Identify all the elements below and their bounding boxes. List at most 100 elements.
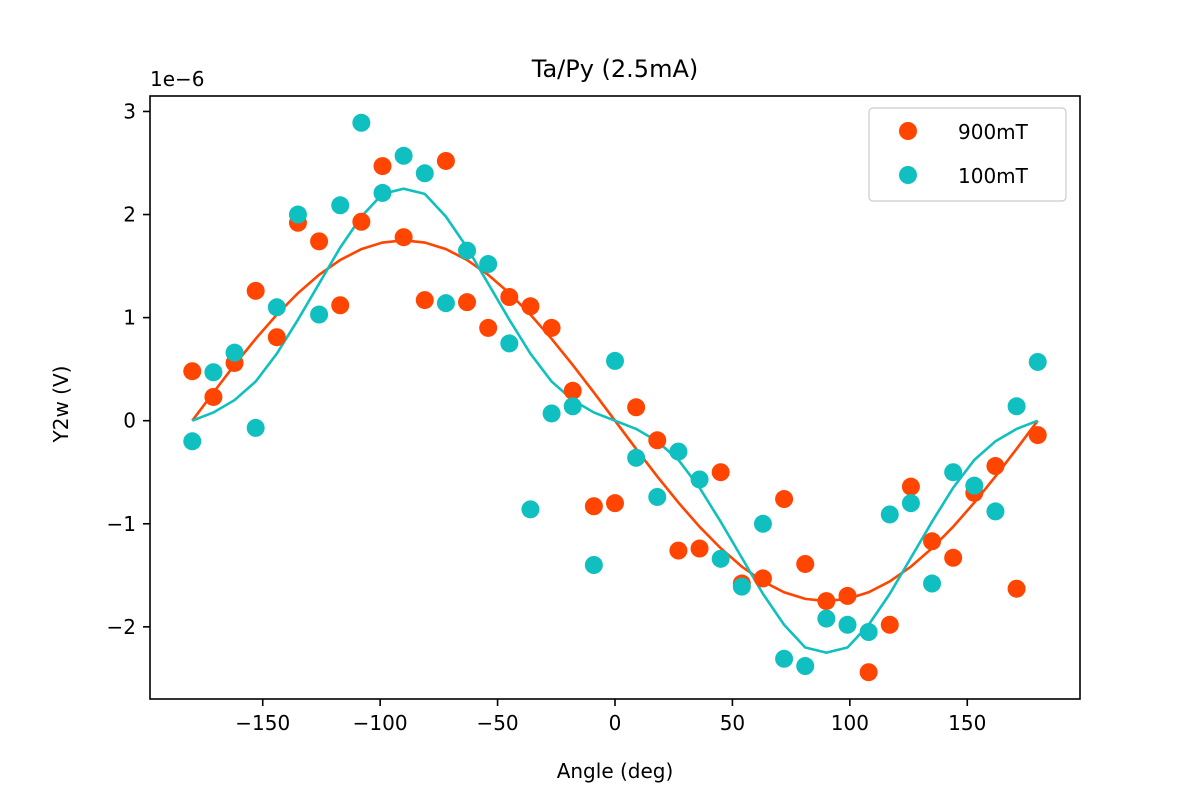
y-tick-label: 1 bbox=[123, 306, 136, 330]
point-100mT bbox=[627, 448, 646, 467]
point-100mT bbox=[711, 549, 730, 568]
point-100mT bbox=[838, 615, 857, 634]
x-tick-label: 50 bbox=[720, 711, 745, 735]
x-tick-label: 150 bbox=[948, 711, 986, 735]
x-tick-label: −150 bbox=[235, 711, 290, 735]
point-900mT bbox=[584, 497, 603, 516]
point-900mT bbox=[204, 387, 223, 406]
point-900mT bbox=[838, 586, 857, 605]
legend-label-900mT: 900mT bbox=[958, 120, 1029, 144]
x-tick-label: −50 bbox=[476, 711, 518, 735]
point-100mT bbox=[817, 609, 836, 628]
point-900mT bbox=[986, 457, 1005, 476]
point-100mT bbox=[310, 305, 329, 324]
point-100mT bbox=[775, 649, 794, 668]
point-100mT bbox=[415, 164, 434, 183]
point-100mT bbox=[204, 363, 223, 382]
x-tick-label: 100 bbox=[831, 711, 869, 735]
point-100mT bbox=[267, 298, 286, 317]
x-tick-label: 0 bbox=[609, 711, 622, 735]
legend-box bbox=[868, 107, 1067, 202]
point-100mT bbox=[753, 514, 772, 533]
point-900mT bbox=[521, 297, 540, 316]
point-900mT bbox=[436, 151, 455, 170]
point-900mT bbox=[944, 548, 963, 567]
point-900mT bbox=[606, 494, 624, 513]
axes: −150 −100 −50 0 50 100 150 −2 −1 0 1 2 3 bbox=[107, 95, 1081, 735]
point-900mT bbox=[753, 569, 772, 588]
point-900mT bbox=[246, 281, 265, 300]
point-100mT bbox=[986, 502, 1005, 521]
point-100mT bbox=[584, 556, 603, 574]
point-100mT bbox=[901, 494, 920, 513]
data-points bbox=[183, 113, 1047, 682]
point-900mT bbox=[817, 592, 836, 611]
point-900mT bbox=[923, 532, 942, 551]
point-100mT bbox=[436, 294, 455, 313]
fit-curve-100mT bbox=[191, 187, 1039, 654]
legend-label-100mT: 100mT bbox=[958, 164, 1029, 188]
point-900mT bbox=[901, 477, 920, 496]
point-900mT bbox=[627, 398, 646, 417]
point-900mT bbox=[352, 212, 371, 231]
legend-marker-100mT bbox=[899, 166, 917, 184]
point-100mT bbox=[965, 476, 984, 495]
point-900mT bbox=[267, 328, 286, 347]
point-900mT bbox=[310, 232, 329, 251]
point-100mT bbox=[542, 404, 561, 423]
legend-marker-900mT bbox=[899, 122, 917, 140]
point-900mT bbox=[542, 318, 561, 337]
y-axis-label: Y2w (V) bbox=[49, 366, 73, 444]
point-100mT bbox=[500, 334, 519, 353]
point-100mT bbox=[563, 397, 582, 416]
legend: 900mT 100mT bbox=[868, 107, 1067, 202]
point-900mT bbox=[880, 615, 899, 634]
point-100mT bbox=[521, 500, 540, 519]
chart-title: Ta/Py (2.5mA) bbox=[531, 55, 698, 83]
point-100mT bbox=[1028, 352, 1047, 371]
y-tick-label: 3 bbox=[123, 99, 136, 123]
y-tick-label: 2 bbox=[123, 203, 136, 227]
x-axis-label: Angle (deg) bbox=[557, 759, 674, 783]
point-900mT bbox=[373, 157, 392, 176]
point-100mT bbox=[923, 574, 942, 593]
point-100mT bbox=[394, 146, 413, 165]
point-100mT bbox=[288, 205, 307, 224]
point-100mT bbox=[479, 255, 498, 274]
point-900mT bbox=[859, 663, 878, 682]
point-900mT bbox=[711, 463, 730, 482]
point-900mT bbox=[500, 288, 519, 306]
point-100mT bbox=[246, 418, 265, 437]
point-100mT bbox=[859, 623, 878, 641]
y-scale-note: 1e−6 bbox=[150, 67, 205, 91]
point-900mT bbox=[648, 431, 667, 450]
point-900mT bbox=[563, 381, 582, 400]
point-100mT bbox=[225, 343, 244, 362]
point-100mT bbox=[606, 351, 624, 370]
point-900mT bbox=[669, 541, 688, 560]
x-tick-label: −100 bbox=[353, 711, 408, 735]
point-900mT bbox=[1007, 579, 1026, 598]
point-900mT bbox=[415, 291, 434, 310]
fit-curves bbox=[191, 187, 1039, 654]
y-tick-label: −1 bbox=[107, 512, 136, 536]
point-100mT bbox=[331, 196, 350, 215]
point-900mT bbox=[183, 362, 202, 381]
point-900mT bbox=[775, 490, 794, 509]
point-100mT bbox=[183, 432, 202, 451]
point-900mT bbox=[479, 318, 498, 337]
point-100mT bbox=[690, 470, 709, 489]
point-100mT bbox=[458, 241, 477, 260]
point-100mT bbox=[944, 463, 963, 482]
point-900mT bbox=[331, 296, 350, 315]
point-100mT bbox=[373, 183, 392, 202]
point-100mT bbox=[1007, 397, 1026, 416]
point-900mT bbox=[394, 228, 413, 247]
point-900mT bbox=[690, 539, 709, 558]
y-tick-label: 0 bbox=[123, 409, 136, 433]
point-100mT bbox=[732, 577, 751, 596]
y-tick-label: −2 bbox=[107, 615, 136, 639]
point-900mT bbox=[1028, 426, 1047, 445]
point-100mT bbox=[352, 113, 371, 132]
